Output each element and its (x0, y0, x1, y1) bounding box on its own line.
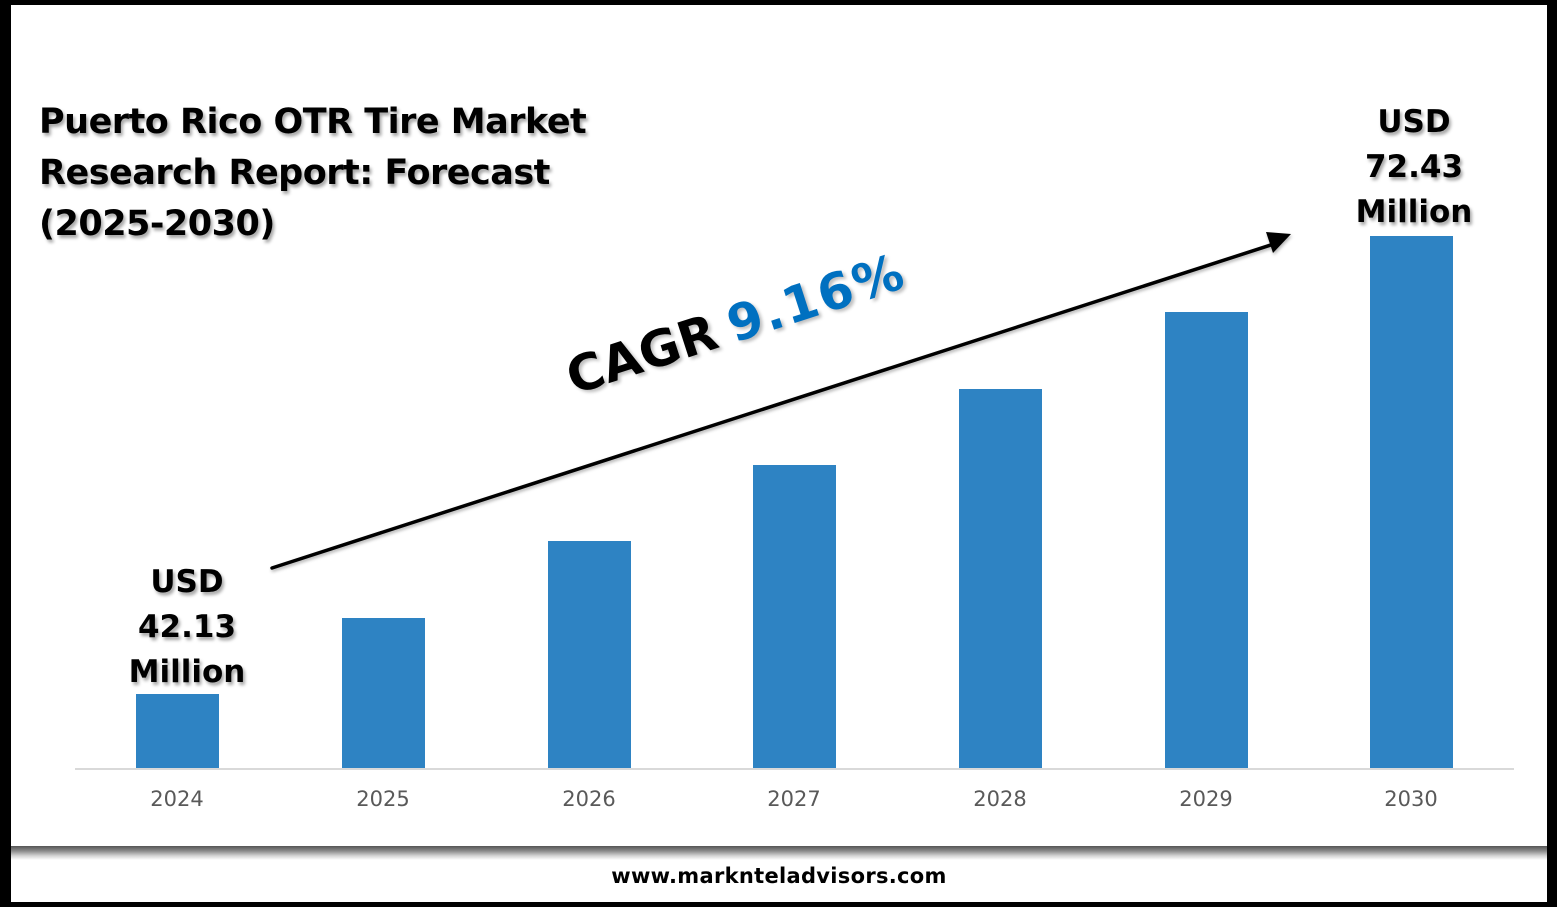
chart-canvas: Puerto Rico OTR Tire Market Research Rep… (11, 5, 1547, 902)
bar-2025 (342, 618, 425, 769)
x-tick-2024: 2024 (150, 787, 204, 811)
chart-title: Puerto Rico OTR Tire Market Research Rep… (39, 97, 639, 250)
start-value: 42.13 (137, 609, 237, 645)
end-currency: USD (1377, 104, 1451, 140)
x-tick-2028: 2028 (973, 787, 1027, 811)
bar-2024 (136, 694, 219, 769)
bar-2029 (1165, 312, 1248, 769)
trend-arrow-icon (270, 232, 1291, 570)
x-tick-2027: 2027 (767, 787, 821, 811)
start-currency: USD (150, 564, 224, 600)
x-tick-2029: 2029 (1179, 787, 1233, 811)
x-tick-2025: 2025 (356, 787, 410, 811)
end-value: 72.43 (1364, 149, 1464, 185)
x-tick-2030: 2030 (1384, 787, 1438, 811)
title-line-1: Puerto Rico OTR Tire Market (39, 102, 587, 142)
title-line-2: Research Report: Forecast (39, 153, 550, 193)
bar-2027 (753, 465, 836, 769)
start-unit: Million (128, 654, 246, 690)
bar-2028 (959, 389, 1042, 769)
footer-url[interactable]: www.marknteladvisors.com (611, 864, 947, 888)
x-axis-line (75, 768, 1514, 770)
end-value-label: USD 72.43 Million (1334, 100, 1494, 235)
x-tick-2026: 2026 (562, 787, 616, 811)
footer-separator (11, 846, 1547, 860)
start-value-label: USD 42.13 Million (107, 560, 267, 695)
title-line-3: (2025-2030) (39, 204, 275, 244)
bar-2030 (1370, 236, 1453, 769)
end-unit: Million (1355, 194, 1473, 230)
bar-2026 (548, 541, 631, 769)
